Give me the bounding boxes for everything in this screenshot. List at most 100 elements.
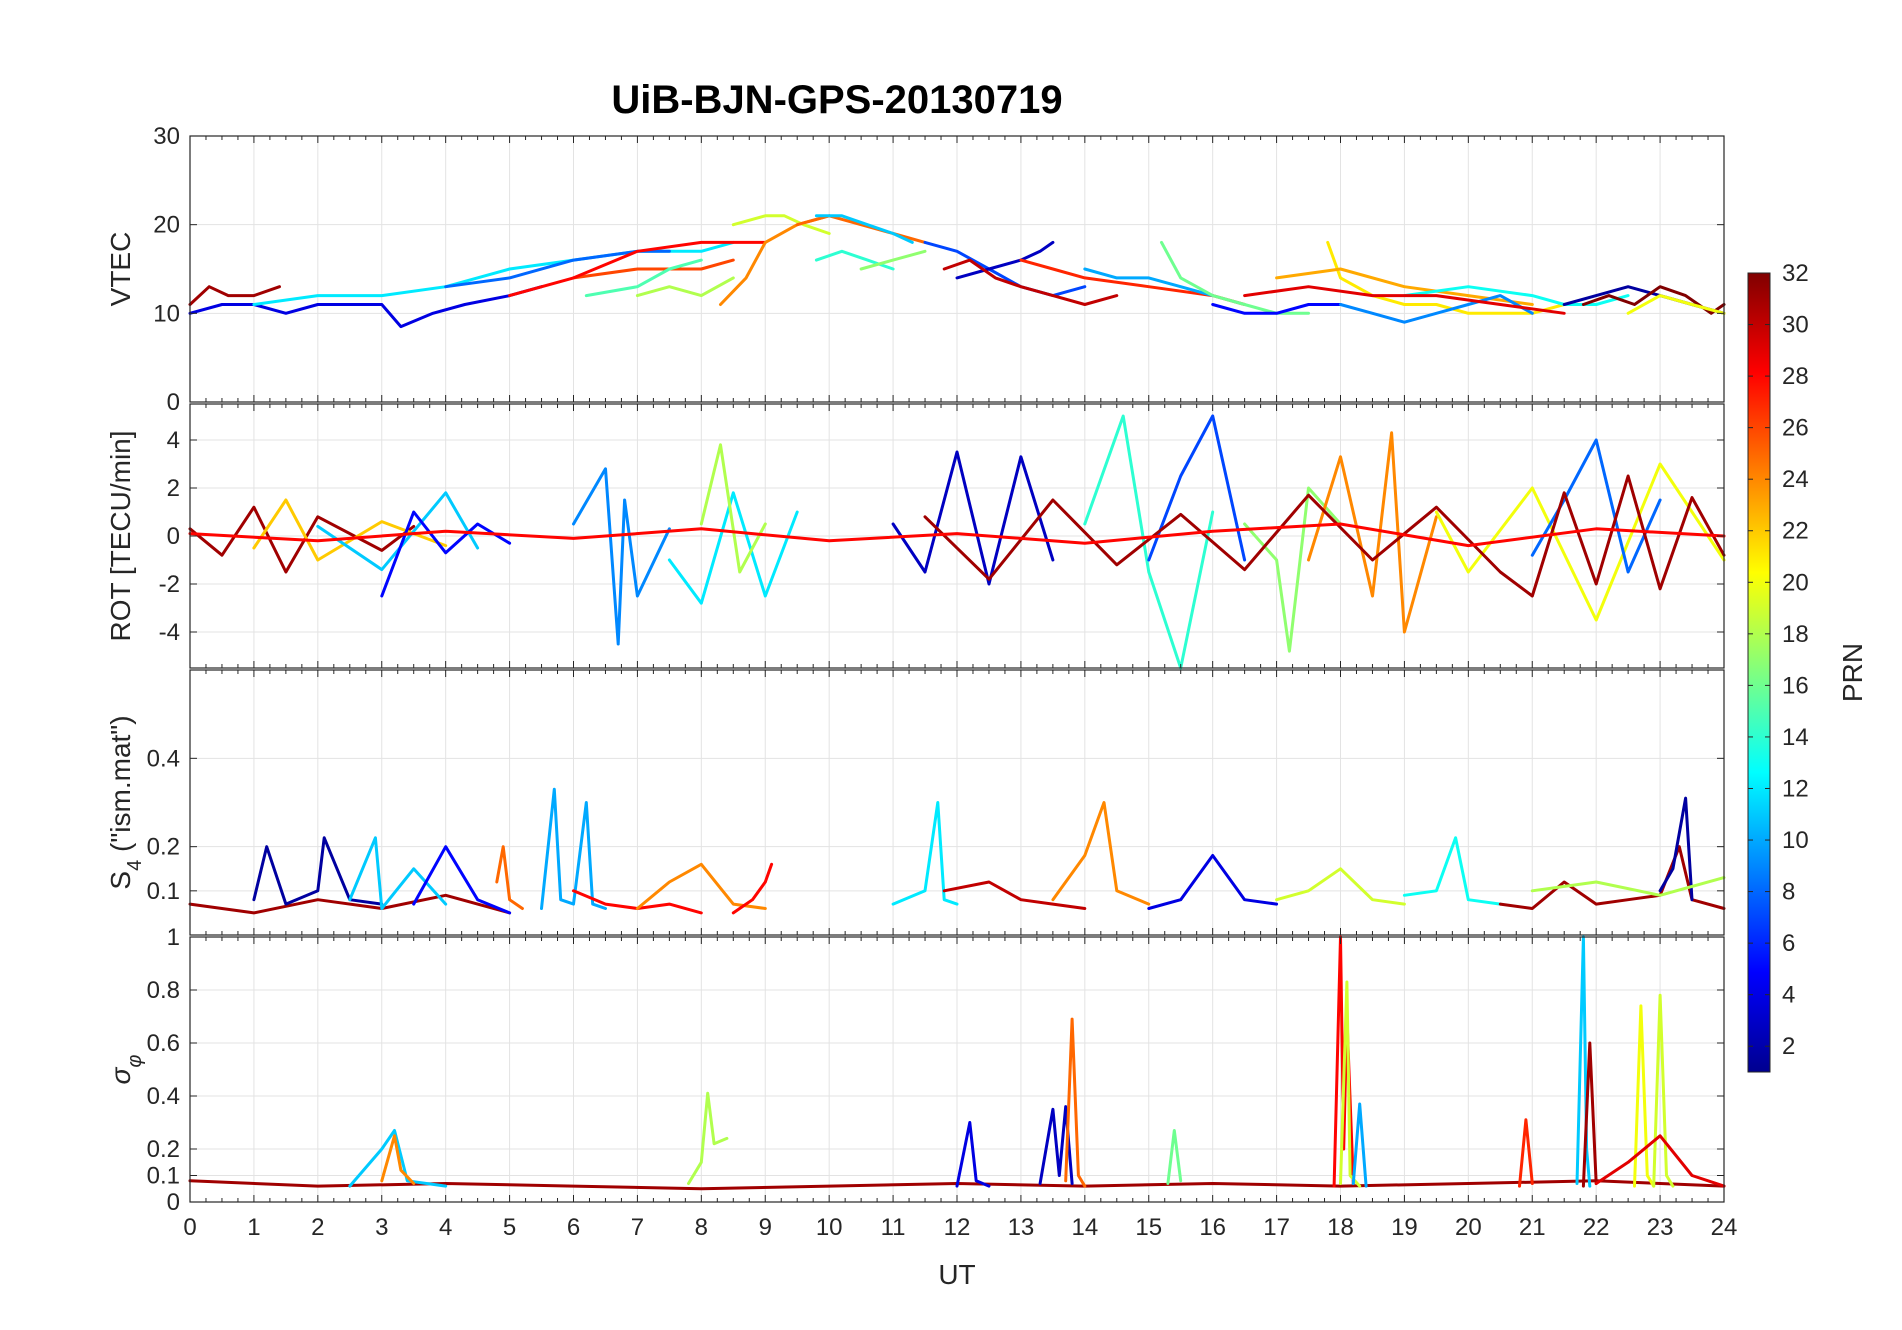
series-group [188,787,1726,915]
series-prn-18 [635,276,735,298]
series-prn-13 [1402,836,1502,906]
series-prn-5 [412,845,512,915]
series-prn-17 [859,249,927,271]
series-prn-18 [687,1091,729,1185]
colorbar-tick-label: 14 [1782,724,1809,751]
series-prn-25 [495,845,524,910]
x-tick-label: 8 [695,1214,708,1241]
series-prn-27 [1518,1118,1534,1188]
series-prn-29 [1243,285,1566,315]
series-prn-7 [1147,414,1247,562]
y-tick-label: 10 [153,300,180,327]
y-tick-label: -2 [159,571,180,598]
x-tick-label: 11 [881,1214,906,1241]
x-tick-label: 15 [1135,1214,1162,1241]
series-prn-4 [1147,854,1279,910]
series-prn-22 [252,498,448,562]
minor-ticks [189,404,1725,668]
x-ticks: 0 1 2 3 4 5 6 7 8 9 10 11 12 13 14 15 16 17 18 19 20 21 22 23 24 [183,1214,1737,1241]
colorbar-tick-label: 12 [1782,775,1809,802]
colorbar-tick-label: 30 [1782,312,1809,339]
colorbar-tick-label: 8 [1782,879,1795,906]
colorbar-tick-label: 32 [1782,260,1809,287]
y-axis-label: VTEC [105,232,136,307]
series-prn-3 [891,450,1055,586]
panel-s4: 0.1 0.2 0.4S4 ("ism.mat") [105,669,1726,936]
y-ticks: 00.10.2 0.4 0.6 0.8 1 [147,924,1724,1216]
x-tick-label: 24 [1711,1214,1738,1241]
series-prn-15 [584,258,703,298]
y-ticks: 0 10 20 30 [153,123,1724,416]
series-group [188,414,1726,670]
colorbar-gradient [1747,272,1771,1073]
x-tick-label: 1 [247,1214,260,1241]
series-prn-30 [942,258,1119,306]
series-prn-25 [795,214,927,244]
x-tick-label: 14 [1071,1214,1098,1241]
y-axis-label: S4 ("ism.mat") [105,715,146,889]
series-prn-11 [348,1129,448,1188]
x-axis-label: UT [938,1259,975,1290]
series-prn-30 [942,880,1087,910]
colorbar-tick-label: 16 [1782,672,1809,699]
x-tick-label: 19 [1391,1214,1418,1241]
series-prn-20 [1434,462,1726,622]
series-prn-28 [508,240,767,298]
series-prn-24 [1051,801,1151,906]
series-prn-4 [955,1121,991,1188]
y-tick-label: 2 [167,475,180,502]
colorbar-tick-label: 6 [1782,930,1795,957]
y-ticks: -4 -2 0 2 4 [159,427,1724,646]
x-tick-label: 22 [1583,1214,1610,1241]
series-prn-12 [252,240,735,306]
panel-rot: -4 -2 0 2 4 ROT [TECU/min] [105,403,1726,670]
series-prn-11 [316,491,480,572]
x-tick-label: 0 [183,1214,196,1241]
colorbar-tick-label: 28 [1782,363,1809,390]
x-tick-label: 17 [1263,1214,1290,1241]
x-tick-label: 18 [1327,1214,1354,1241]
x-tick-label: 5 [503,1214,516,1241]
grid [189,404,1725,668]
series-prn-24 [380,1134,416,1185]
series-prn-20 [1633,1004,1656,1188]
colorbar-label: PRN [1837,643,1868,702]
series-prn-5 [380,510,512,598]
minor-ticks [189,937,1725,1202]
y-tick-label: -4 [159,619,180,646]
series-prn-28 [188,522,1726,548]
x-tick-label: 2 [311,1214,324,1241]
y-tick-label: 30 [153,123,180,150]
series-prn-18 [1530,876,1726,897]
series-prn-18 [699,443,767,574]
series-prn-19 [1275,867,1406,906]
series-prn-20 [1626,294,1726,315]
x-tick-label: 4 [439,1214,452,1241]
colorbar-tick-label: 26 [1782,415,1809,442]
series-prn-7 [923,240,1087,298]
y-tick-label: 0.1 [147,1163,180,1190]
series-prn-10 [1351,1102,1368,1188]
x-tick-label: 23 [1647,1214,1674,1241]
series-prn-31 [188,285,281,306]
minor-ticks [189,136,1725,402]
x-tick-label: 12 [944,1214,971,1241]
series-prn-10 [1083,267,1215,298]
series-prn-14 [1083,414,1215,670]
x-tick-label: 3 [375,1214,388,1241]
series-prn-19 [731,214,831,235]
x-tick-label: 21 [1519,1214,1546,1241]
y-axis-label: ROT [TECU/min] [105,430,136,641]
colorbar-tick-label: 20 [1782,569,1809,596]
series-prn-13 [1402,285,1630,306]
minor-ticks [189,670,1725,935]
series-prn-9 [572,467,671,646]
series-prn-9 [1339,294,1534,324]
series-prn-31 [188,893,512,915]
x-tick-label: 16 [1199,1214,1226,1241]
y-tick-label: 4 [167,427,180,454]
panel-sigma_phi: 00.10.2 0.4 0.6 0.8 1 σφ [105,924,1726,1216]
series-prn-12 [891,801,959,906]
